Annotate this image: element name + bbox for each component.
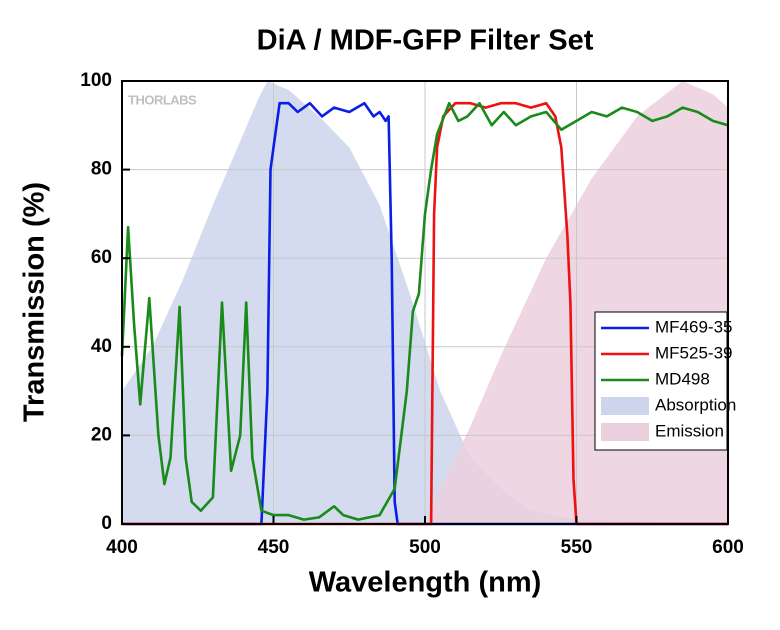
x-tick-label: 500 <box>409 537 441 558</box>
legend-label: MF469-35 <box>655 317 732 336</box>
y-tick-label: 40 <box>91 336 112 357</box>
watermark: THORLABS <box>128 92 197 107</box>
line <box>120 101 729 521</box>
y-tick-label: 80 <box>91 159 112 180</box>
y-axis-label: Transmission (%) <box>19 182 51 422</box>
legend-swatch <box>601 397 649 415</box>
legend-label: Emission <box>655 421 724 440</box>
y-tick-label: 0 <box>101 513 112 534</box>
legend-label: MD498 <box>655 369 710 388</box>
y-tick-label: 60 <box>91 247 112 268</box>
x-tick-label: 550 <box>561 537 593 558</box>
y-tick-label: 100 <box>80 70 112 91</box>
line <box>122 101 728 526</box>
legend-label: MF525-39 <box>655 343 732 362</box>
chart-title: DiA / MDF-GFP Filter Set <box>257 25 594 57</box>
x-tick-label: 400 <box>106 537 138 558</box>
line <box>122 101 728 526</box>
legend-label: Absorption <box>655 395 736 414</box>
y-tick-label: 20 <box>91 424 112 445</box>
x-tick-label: 450 <box>258 537 290 558</box>
plot-frame <box>121 80 729 525</box>
legend-swatch <box>601 423 649 441</box>
x-tick-label: 600 <box>712 537 744 558</box>
x-axis-label: Wavelength (nm) <box>309 567 542 599</box>
